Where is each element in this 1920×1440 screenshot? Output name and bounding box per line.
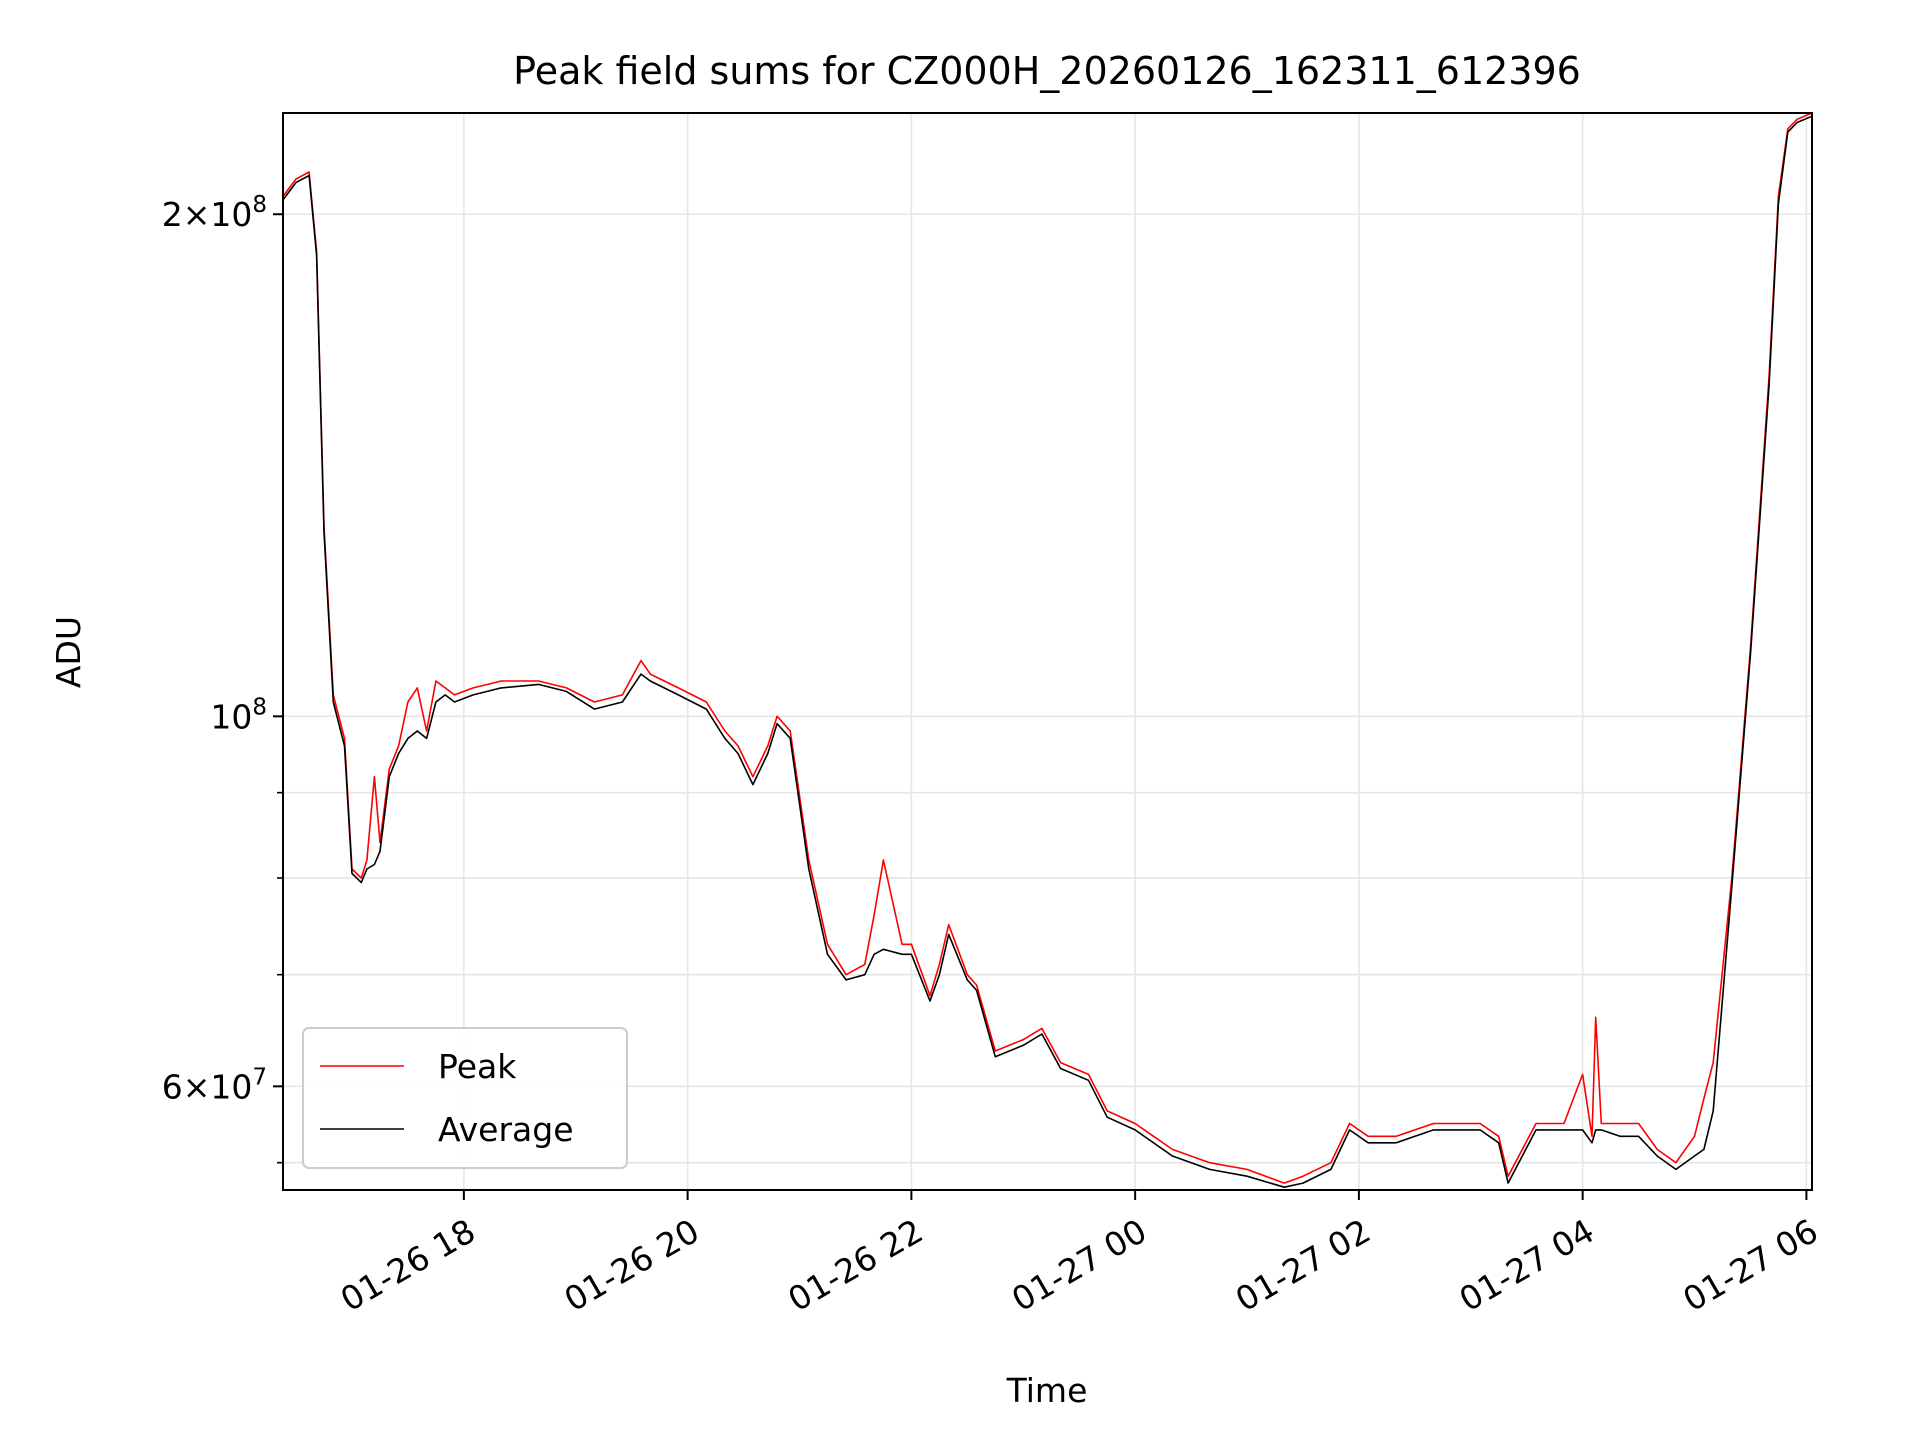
y-tick-label: 6×107 — [162, 1064, 267, 1106]
legend: Peak Average — [302, 1027, 628, 1169]
legend-label-peak: Peak — [438, 1047, 517, 1086]
legend-box — [302, 1027, 628, 1169]
y-axis-label: ADU — [49, 616, 88, 688]
series-line-average — [282, 115, 1813, 1188]
y-axis-ticks: 6×107 108 2×108 — [162, 192, 283, 1164]
y-tick-label: 108 — [210, 694, 267, 736]
legend-label-average: Average — [438, 1110, 574, 1149]
chart-title: Peak field sums for CZ000H_20260126_1623… — [513, 49, 1581, 93]
y-tick-label: 2×108 — [162, 192, 267, 234]
series-lines — [282, 112, 1813, 1188]
series-line-peak — [282, 112, 1813, 1184]
x-axis-label: Time — [1006, 1371, 1088, 1410]
plot-frame — [282, 112, 1813, 1191]
